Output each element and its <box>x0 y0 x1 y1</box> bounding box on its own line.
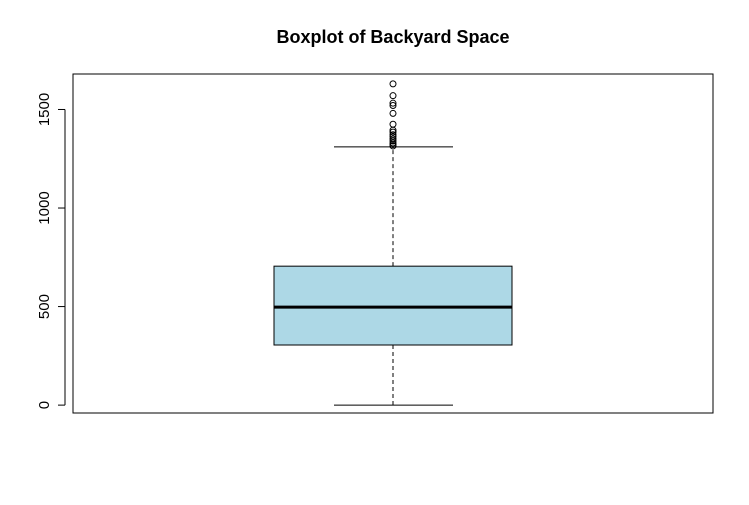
outlier-point <box>389 80 397 88</box>
iqr-box <box>273 265 513 346</box>
chart-title: Boxplot of Backyard Space <box>276 27 509 47</box>
outlier-point <box>389 131 397 139</box>
box-layer <box>273 80 513 406</box>
outlier-point <box>389 120 397 128</box>
plot-frame <box>72 73 714 414</box>
y-tick-label: 500 <box>36 294 53 319</box>
y-tick-label: 1500 <box>36 93 53 126</box>
outlier-point <box>389 109 397 117</box>
outlier-point <box>389 102 397 110</box>
y-tick-label: 1000 <box>36 191 53 224</box>
outlier-point <box>389 133 397 141</box>
outlier-point <box>389 128 397 136</box>
outlier-point <box>389 92 397 100</box>
y-tick-label: 0 <box>36 401 53 409</box>
outlier-point <box>389 135 397 143</box>
y-axis: 0 500 1000 1500 <box>36 93 66 409</box>
outlier-point <box>389 99 397 107</box>
